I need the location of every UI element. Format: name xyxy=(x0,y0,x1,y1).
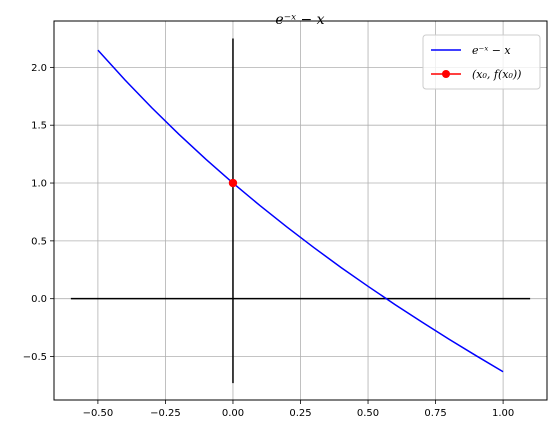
legend-label-point: (x₀, f(x₀)) xyxy=(472,68,521,81)
y-tick-label: 0.0 xyxy=(31,294,47,305)
legend-label-curve: e⁻ˣ − x xyxy=(472,44,511,57)
x-tick-label: −0.25 xyxy=(150,408,181,419)
y-tick-label: 1.5 xyxy=(31,121,47,132)
y-tick-label: 2.0 xyxy=(31,63,47,74)
legend-marker-point xyxy=(442,70,450,78)
series-line-curve xyxy=(97,49,504,373)
y-tick-label: 1.0 xyxy=(31,179,47,190)
axis-ticks: −0.50 −0.25 0.00 0.25 0.50 0.75 1.00 −0.5 0.0 0.5… xyxy=(23,63,515,419)
reference-lines xyxy=(70,38,531,384)
x-tick-label: 0.50 xyxy=(357,408,379,419)
x-tick-label: 1.00 xyxy=(492,408,514,419)
x-tick-label: 0.25 xyxy=(289,408,311,419)
legend-box xyxy=(422,34,541,90)
series-point-x0 xyxy=(228,178,238,188)
series-layer xyxy=(97,49,504,373)
y-tick-label: −0.5 xyxy=(23,352,47,363)
chart-title: e⁻ˣ − x xyxy=(275,12,324,28)
y-tick-label: 0.5 xyxy=(31,236,47,247)
legend: e⁻ˣ − x (x₀, f(x₀)) xyxy=(422,34,541,90)
x-tick-label: −0.50 xyxy=(83,408,114,419)
x-tick-label: 0.00 xyxy=(222,408,244,419)
x-tick-label: 0.75 xyxy=(424,408,446,419)
